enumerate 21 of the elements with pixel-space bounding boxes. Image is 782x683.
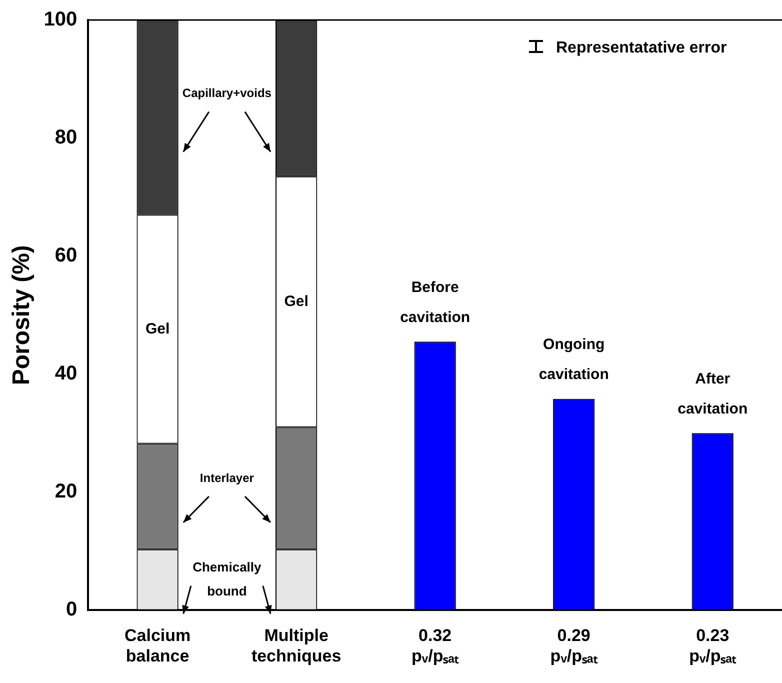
series-label: Interlayer [200, 470, 254, 485]
y-tick-label: 0 [66, 598, 78, 621]
y-axis-title: Porosity (%) [8, 245, 36, 386]
text: Gel [284, 292, 308, 310]
series-label: Capillary+voids [182, 86, 272, 100]
y-tick-label: 40 [54, 362, 78, 385]
annotation: Ongoing cavitation [538, 336, 609, 384]
annotation: Representatative error [556, 39, 727, 56]
y-tick-label: 60 [54, 244, 78, 267]
series-label: Chemically bound [192, 559, 262, 598]
series-label: Gel [145, 320, 170, 338]
annotation: Before cavitation [400, 278, 470, 326]
x-tick-label: 0.32 pᵥ/pₛₐₜ [412, 626, 460, 666]
y-tick-label: 100 [44, 8, 78, 31]
x-tick-label: Multiple techniques [251, 626, 342, 666]
y-tick-label: 80 [54, 126, 78, 149]
y-tick-label: 20 [54, 480, 78, 503]
x-tick-label: 0.23 pᵥ/pₛₐₜ [689, 626, 738, 666]
annotation: After cavitation [678, 370, 748, 418]
x-tick-label: 0.29 pᵥ/pₛₐₜ [550, 626, 598, 666]
x-tick-label: Calcium balance [124, 626, 191, 666]
